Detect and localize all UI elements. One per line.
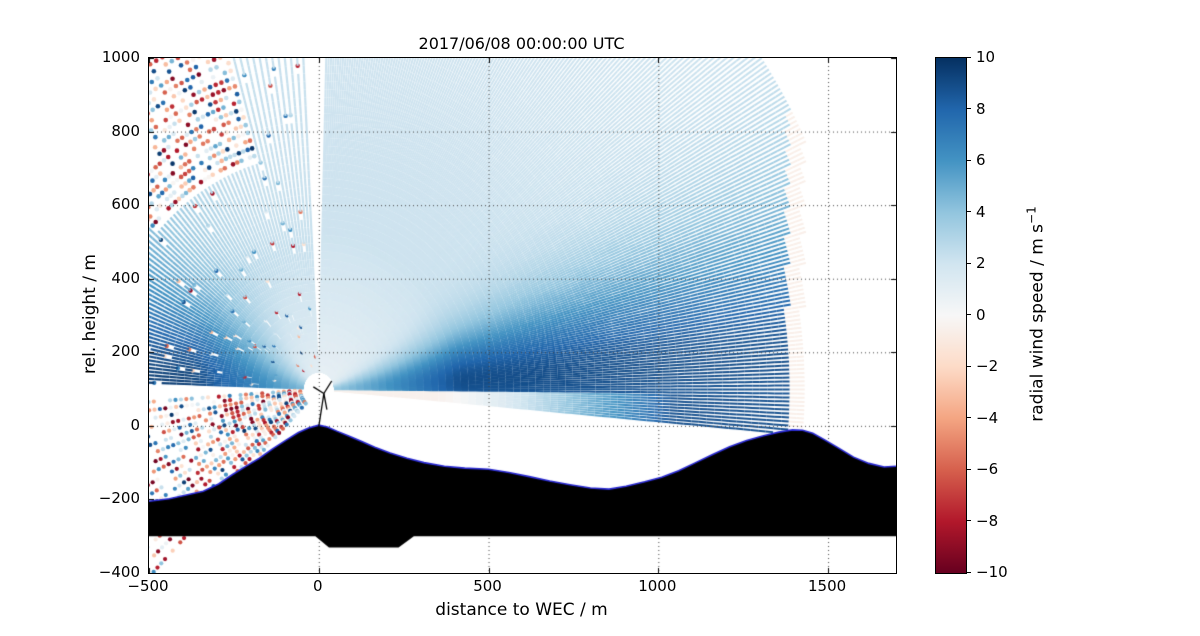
x-tick-label: 1000: [622, 577, 692, 595]
colorbar-tick-mark: [967, 57, 971, 58]
y-tick-label: 400: [34, 269, 140, 287]
colorbar-tick-mark: [967, 314, 971, 315]
x-tick-label: 500: [453, 577, 523, 595]
colorbar-gradient: [935, 57, 967, 574]
y-tick-label: 200: [34, 342, 140, 360]
y-tick-label: 800: [34, 122, 140, 140]
plot-area: [148, 57, 897, 574]
colorbar-tick-label: 10: [976, 48, 1026, 66]
colorbar-tick-label: −6: [976, 460, 1026, 478]
y-tick-label: −400: [34, 563, 140, 581]
y-tick-label: 1000: [34, 48, 140, 66]
figure: 2017/06/08 00:00:00 UTC distance to WEC …: [0, 0, 1200, 636]
colorbar-tick-label: 0: [976, 306, 1026, 324]
plot-title: 2017/06/08 00:00:00 UTC: [148, 34, 895, 53]
colorbar-label: radial wind speed / m s−1: [1025, 206, 1048, 421]
colorbar-tick-mark: [967, 263, 971, 264]
colorbar-tick-mark: [967, 211, 971, 212]
colorbar-tick-label: 8: [976, 100, 1026, 118]
colorbar-tick-mark: [967, 417, 971, 418]
y-tick-label: −200: [34, 489, 140, 507]
x-tick-label: 0: [283, 577, 353, 595]
colorbar-tick-mark: [967, 572, 971, 573]
colorbar-tick-label: −10: [976, 563, 1026, 581]
x-tick-label: 1500: [792, 577, 862, 595]
colorbar-tick-mark: [967, 469, 971, 470]
colorbar-tick-label: 4: [976, 203, 1026, 221]
x-axis-label: distance to WEC / m: [148, 600, 895, 620]
colorbar-tick-label: −8: [976, 512, 1026, 530]
colorbar-tick-label: 2: [976, 254, 1026, 272]
y-tick-label: 600: [34, 195, 140, 213]
scan-canvas: [149, 58, 896, 573]
colorbar-label-exponent: −1: [1025, 206, 1039, 224]
colorbar-tick-label: −4: [976, 409, 1026, 427]
colorbar-tick-label: −2: [976, 357, 1026, 375]
colorbar-label-text: radial wind speed / m s: [1027, 224, 1047, 422]
colorbar-tick-mark: [967, 160, 971, 161]
y-tick-label: 0: [34, 416, 140, 434]
colorbar-tick-label: 6: [976, 151, 1026, 169]
colorbar-tick-mark: [967, 520, 971, 521]
colorbar-tick-mark: [967, 108, 971, 109]
colorbar-tick-mark: [967, 366, 971, 367]
